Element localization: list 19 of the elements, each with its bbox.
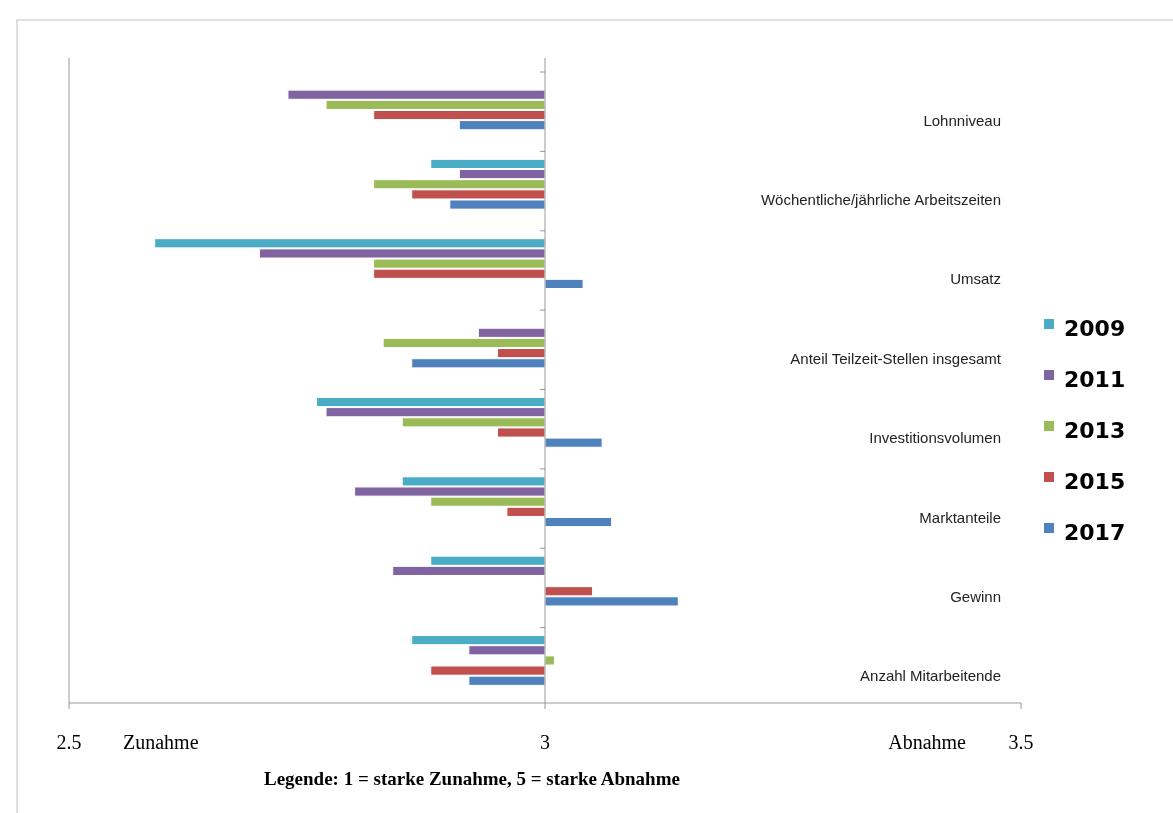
legend-label: 2013: [1064, 418, 1126, 443]
y-tick-label: Wöchentliche/jährliche Arbeitszeiten: [760, 191, 1001, 209]
x-tick-label: 2.5: [56, 731, 82, 753]
y-tick-label: Investitionsvolumen: [869, 429, 1001, 447]
y-tick-label: Umsatz: [950, 270, 1001, 288]
y-tick-label: Gewinn: [950, 587, 1001, 605]
legend-label: 2017: [1064, 520, 1126, 545]
x-tick-label: 3.5: [1008, 731, 1034, 753]
text: Zunahme: [123, 731, 199, 753]
legend-label: 2009: [1064, 316, 1126, 341]
y-tick-label: Anteil Teilzeit-Stellen insgesamt: [790, 349, 1002, 367]
legend-label: 2011: [1064, 367, 1126, 392]
y-tick-label: Marktanteile: [919, 508, 1001, 526]
y-tick-label: Anzahl Mitarbeitende: [860, 667, 1001, 685]
text: Legende: 1 = starke Zunahme, 5 = starke Abnahme: [264, 768, 680, 789]
x-tick-label: 3: [540, 731, 550, 753]
y-tick-label: Lohnniveau: [923, 111, 1001, 129]
text: Abnahme: [888, 731, 967, 753]
legend-label: 2015: [1064, 469, 1126, 494]
